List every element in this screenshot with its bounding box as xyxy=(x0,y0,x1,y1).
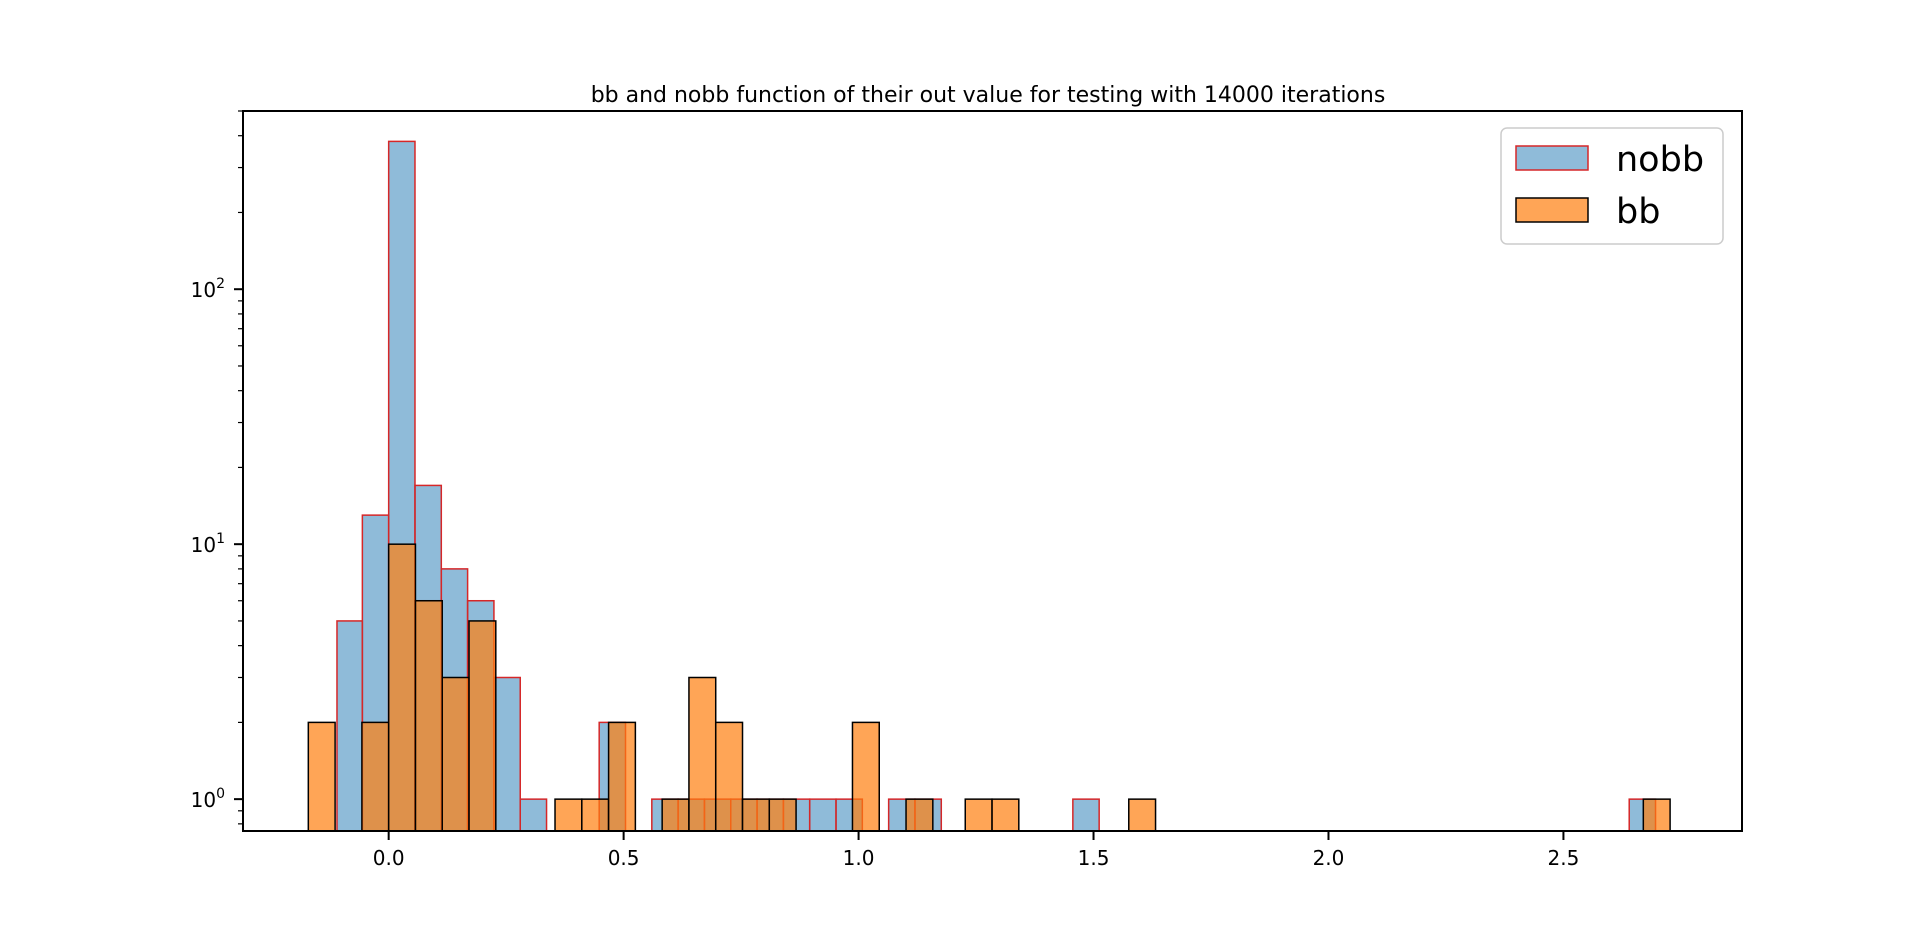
plot-frame xyxy=(242,110,1743,832)
x-tick-label: 0.0 xyxy=(373,846,405,870)
bar-bb-8 xyxy=(607,721,637,832)
bar-bb-18 xyxy=(1128,798,1157,832)
bar-nobb-7 xyxy=(519,798,548,832)
bar-nobb-19 xyxy=(1072,798,1100,832)
bar-bb-7 xyxy=(581,798,610,832)
bar-bb-4 xyxy=(441,676,470,832)
bar-bb-2 xyxy=(387,543,417,832)
legend-swatch-nobb xyxy=(1515,145,1589,171)
bar-bb-9 xyxy=(661,798,690,832)
bar-bb-6 xyxy=(554,798,583,832)
x-tick-label: 1.5 xyxy=(1078,846,1110,870)
bar-bb-5 xyxy=(468,620,497,832)
bar-bb-13 xyxy=(768,798,797,832)
y-axis: 100 101 102 xyxy=(191,110,243,825)
bar-bb-12 xyxy=(741,798,771,832)
bar-bb-10 xyxy=(688,676,717,832)
legend: nobb bb xyxy=(1500,127,1724,245)
y-tick-label: 102 xyxy=(191,276,225,302)
x-tick-label: 0.5 xyxy=(608,846,640,870)
x-tick-label: 2.0 xyxy=(1313,846,1345,870)
bar-nobb-0 xyxy=(336,620,364,832)
x-axis: 0.0 0.5 1.0 1.5 2.0 2.5 xyxy=(373,831,1580,870)
bar-bb-17 xyxy=(991,798,1020,832)
bar-nobb-6 xyxy=(493,676,521,832)
bar-bb-1 xyxy=(361,721,390,832)
bar-bb-19 xyxy=(1642,798,1671,832)
chart-title: bb and nobb function of their out value … xyxy=(591,83,1386,108)
bar-bb-16 xyxy=(964,798,993,832)
x-tick-label: 2.5 xyxy=(1548,846,1580,870)
bar-bb-15 xyxy=(905,798,934,832)
legend-label-bb: bb xyxy=(1616,192,1660,232)
bar-bb-3 xyxy=(414,599,443,832)
legend-label-nobb: nobb xyxy=(1616,140,1704,180)
y-tick-label: 101 xyxy=(191,531,225,557)
bar-bb-0 xyxy=(307,721,336,832)
bar-bb-11 xyxy=(714,721,744,832)
bar-nobb-15 xyxy=(808,798,837,832)
legend-swatch-bb xyxy=(1515,197,1589,223)
bars-layer xyxy=(307,140,1671,832)
x-tick-label: 1.0 xyxy=(843,846,875,870)
y-tick-label: 100 xyxy=(191,786,225,812)
bar-bb-14 xyxy=(851,721,880,832)
